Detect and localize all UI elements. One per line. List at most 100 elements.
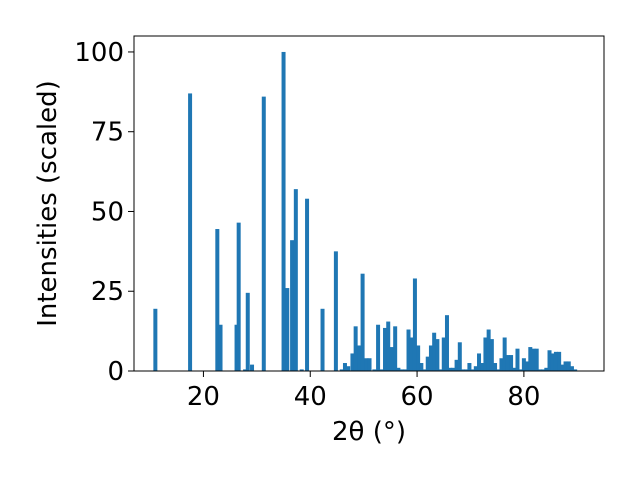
bar xyxy=(383,327,388,371)
bar xyxy=(518,369,523,371)
bar xyxy=(283,369,288,371)
y-tick-label: 50 xyxy=(91,197,124,227)
bar xyxy=(400,369,405,371)
bar xyxy=(389,347,394,371)
plot-frame xyxy=(133,35,605,372)
bar xyxy=(350,353,355,371)
bar xyxy=(234,324,239,371)
bar xyxy=(444,315,449,371)
y-axis-ticks: 0 25 50 75 100 xyxy=(74,38,134,387)
bar xyxy=(339,369,344,371)
bar xyxy=(396,367,401,371)
bar xyxy=(502,337,507,371)
bar xyxy=(386,321,391,371)
bar xyxy=(448,367,453,371)
bar xyxy=(483,337,488,371)
bar-series xyxy=(153,51,578,372)
bar xyxy=(281,51,286,371)
bar xyxy=(521,358,526,371)
bar xyxy=(403,369,408,371)
bar xyxy=(261,96,266,372)
bar xyxy=(566,361,571,371)
bar xyxy=(376,324,381,371)
bar xyxy=(525,361,530,371)
bar xyxy=(454,359,459,371)
bar xyxy=(553,351,558,371)
bar xyxy=(467,363,472,371)
bar xyxy=(215,229,220,371)
bar xyxy=(550,353,555,371)
bar xyxy=(470,369,475,371)
bar xyxy=(441,337,446,371)
bar xyxy=(515,348,520,371)
bar xyxy=(320,308,325,371)
bar xyxy=(243,369,248,371)
bar xyxy=(432,332,437,371)
bar xyxy=(218,324,223,371)
bar xyxy=(188,93,193,372)
bar xyxy=(416,345,421,371)
bar xyxy=(489,339,494,371)
x-axis-ticks: 20 40 60 80 xyxy=(187,371,540,412)
bar xyxy=(364,358,369,371)
bar xyxy=(245,292,250,371)
bar xyxy=(299,369,304,371)
bar xyxy=(425,356,430,371)
bar xyxy=(285,288,290,371)
bar xyxy=(537,369,542,371)
bar xyxy=(473,366,478,371)
bar xyxy=(451,367,456,371)
bar xyxy=(357,345,362,371)
bar xyxy=(367,358,372,371)
bar xyxy=(342,363,347,371)
x-tick-label: 20 xyxy=(187,382,220,412)
bar xyxy=(534,348,539,371)
x-tick-label: 40 xyxy=(294,382,327,412)
bar xyxy=(557,351,562,371)
bar xyxy=(290,240,295,371)
bar xyxy=(528,347,533,371)
bar xyxy=(305,198,310,371)
bar xyxy=(353,326,358,371)
bar xyxy=(461,369,465,371)
bar xyxy=(250,364,255,371)
bar xyxy=(360,273,365,371)
bar xyxy=(393,326,398,371)
bar xyxy=(505,355,510,371)
bar xyxy=(544,367,549,371)
bar xyxy=(153,308,158,371)
bar xyxy=(496,369,501,371)
bar xyxy=(560,364,565,371)
bar xyxy=(372,369,377,371)
bar xyxy=(493,363,498,371)
bar xyxy=(412,278,417,371)
y-axis-label: Intensities (scaled) xyxy=(33,80,63,327)
bar xyxy=(457,342,462,371)
y-tick-label: 100 xyxy=(74,38,124,68)
bar xyxy=(419,363,424,371)
bar xyxy=(563,361,568,371)
bar xyxy=(428,345,433,371)
bar xyxy=(499,358,504,371)
bar xyxy=(486,329,491,371)
bar xyxy=(409,337,414,371)
bar xyxy=(541,369,546,371)
bar xyxy=(477,353,482,371)
bar xyxy=(573,369,578,371)
bar xyxy=(346,366,351,371)
bar xyxy=(438,369,443,371)
y-tick-label: 0 xyxy=(107,357,124,387)
bar xyxy=(236,222,241,371)
bar xyxy=(512,367,517,371)
bar xyxy=(333,251,338,371)
bar xyxy=(422,369,427,371)
bar xyxy=(480,363,485,371)
bar xyxy=(531,348,536,371)
x-tick-label: 60 xyxy=(401,382,434,412)
bar xyxy=(435,339,440,371)
bar xyxy=(464,369,469,371)
bar xyxy=(406,329,411,371)
y-tick-label: 75 xyxy=(91,118,124,148)
bar xyxy=(379,369,384,371)
